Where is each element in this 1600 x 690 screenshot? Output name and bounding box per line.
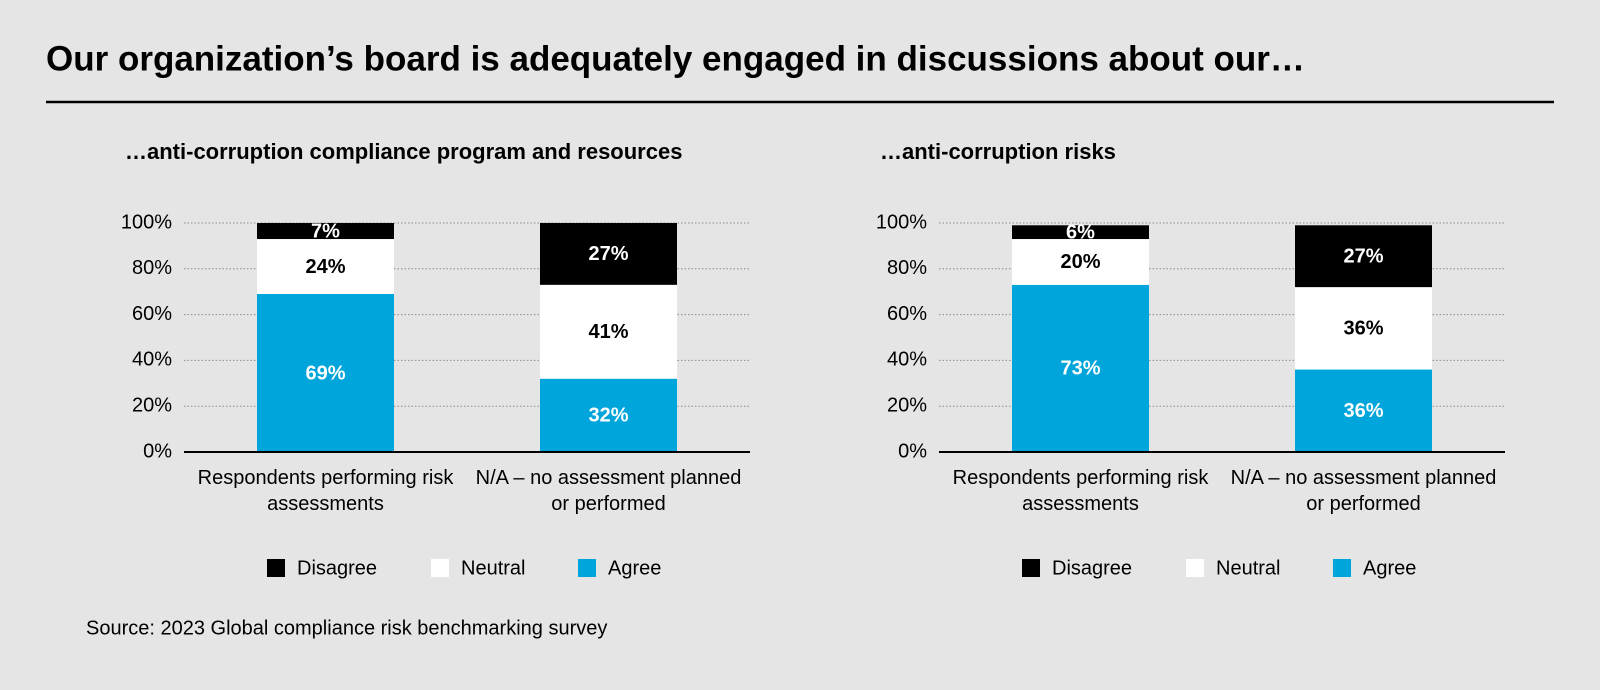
value-label: 32%	[588, 405, 628, 427]
legend-swatch	[267, 559, 285, 577]
y-tick-label: 100%	[876, 211, 927, 233]
bar-segment	[1012, 225, 1149, 240]
value-label: 27%	[588, 243, 628, 265]
x-tick-label: Respondents performing risk assessments	[197, 467, 454, 515]
value-label: 24%	[305, 256, 345, 278]
y-tick-label: 80%	[887, 257, 927, 279]
legend-swatch	[1186, 559, 1204, 577]
y-tick-label: 40%	[887, 349, 927, 371]
x-tick-label: Respondents performing risk assessments	[952, 467, 1209, 515]
bar-segment	[257, 223, 394, 240]
y-tick-label: 100%	[121, 211, 172, 233]
legend-swatch	[1333, 559, 1351, 577]
bar-segment	[1295, 287, 1432, 370]
value-label: 7%	[311, 220, 340, 242]
source: Source: 2023 Global compliance risk benc…	[86, 617, 607, 639]
legend-label: Disagree	[1052, 557, 1132, 579]
value-label: 6%	[1066, 221, 1095, 243]
bar-segment	[1012, 284, 1149, 452]
value-label: 73%	[1060, 358, 1100, 380]
legend-label: Neutral	[461, 557, 525, 579]
legend-swatch	[431, 559, 449, 577]
bar-segment	[1295, 225, 1432, 288]
bar-segment	[257, 239, 394, 294]
legend-swatch	[578, 559, 596, 577]
bar-segment	[1295, 369, 1432, 452]
chart-subtitle: …anti-corruption compliance program and …	[125, 139, 682, 164]
y-tick-label: 0%	[143, 440, 172, 462]
bar-segment	[540, 284, 677, 379]
page-title: Our organization’s board is adequately e…	[46, 39, 1305, 78]
bar-segment	[1012, 239, 1149, 285]
bar-segment	[257, 293, 394, 452]
y-tick-label: 20%	[132, 394, 172, 416]
value-label: 27%	[1343, 245, 1383, 267]
x-tick-label: N/A – no assessment planned or performed	[475, 467, 742, 515]
y-tick-label: 40%	[132, 349, 172, 371]
legend-label: Neutral	[1216, 557, 1280, 579]
x-tick-label: N/A – no assessment planned or performed	[1230, 467, 1497, 515]
value-label: 41%	[588, 321, 628, 343]
y-tick-label: 0%	[898, 440, 927, 462]
value-label: 69%	[305, 362, 345, 384]
y-tick-label: 20%	[887, 394, 927, 416]
legend-label: Agree	[608, 557, 661, 579]
legend-swatch	[1022, 559, 1040, 577]
bar-segment	[540, 223, 677, 285]
legend-label: Disagree	[297, 557, 377, 579]
legend-label: Agree	[1363, 557, 1416, 579]
y-tick-label: 80%	[132, 257, 172, 279]
value-label: 36%	[1343, 318, 1383, 340]
y-tick-label: 60%	[132, 303, 172, 325]
bar-segment	[540, 378, 677, 452]
value-label: 36%	[1343, 400, 1383, 422]
chart-subtitle: …anti-corruption risks	[880, 139, 1116, 164]
y-tick-label: 60%	[887, 303, 927, 325]
value-label: 20%	[1060, 251, 1100, 273]
